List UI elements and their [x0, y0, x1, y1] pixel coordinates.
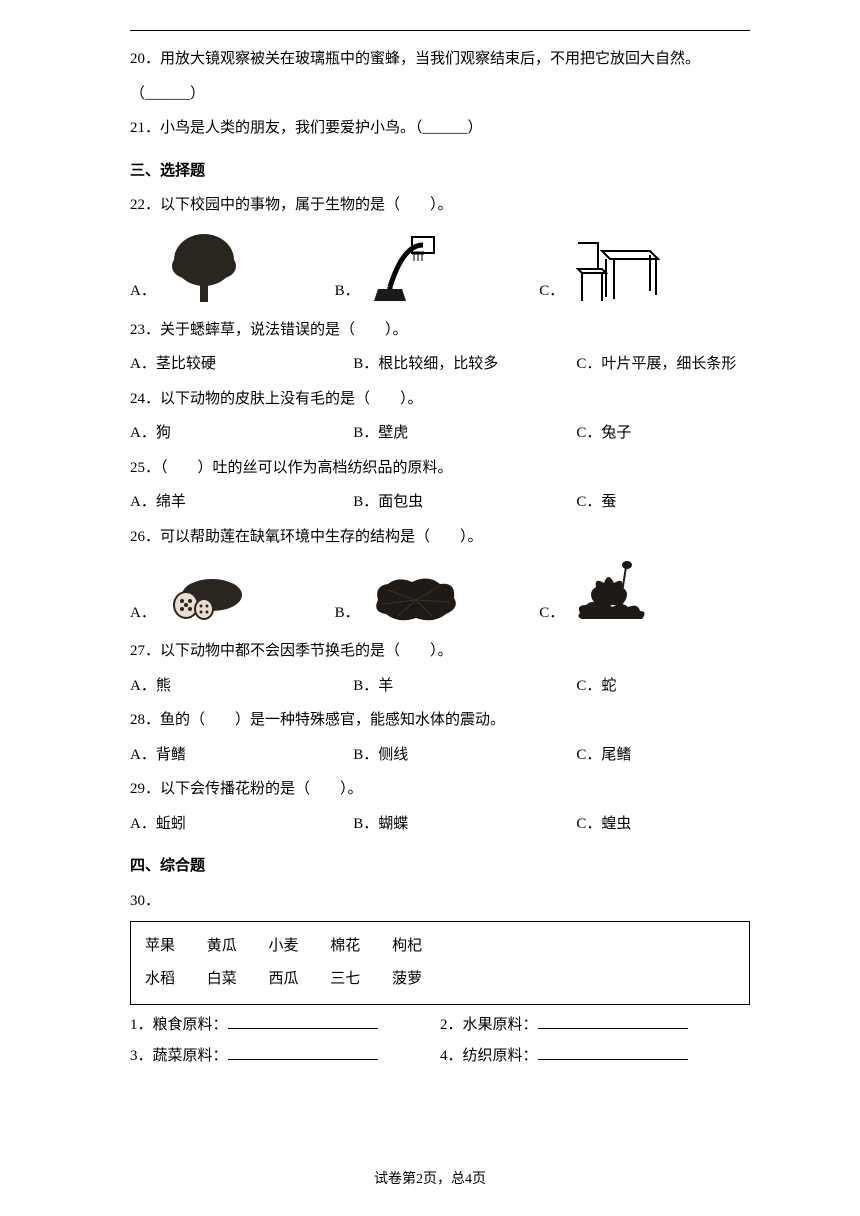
q29-b: B．蝴蝶	[353, 810, 576, 839]
items-row-1: 苹果 黄瓜 小麦 棉花 枸杞	[145, 930, 735, 963]
question-25: 25．（ ）吐的丝可以作为高档纺织品的原料。	[130, 454, 750, 483]
q29-a: A．蚯蚓	[130, 810, 353, 839]
q27-c: C．蛇	[576, 672, 750, 701]
fill-row-1: 1．粮食原料： 2．水果原料：	[130, 1011, 750, 1040]
q24-options: A．狗 B．壁虎 C．兔子	[130, 419, 750, 448]
q29-options: A．蚯蚓 B．蝴蝶 C．蝗虫	[130, 810, 750, 839]
basketball-hoop-icon	[368, 231, 448, 306]
q23-c: C．叶片平展，细长条形	[576, 350, 750, 379]
q27-a: A．熊	[130, 672, 353, 701]
q24-c: C．兔子	[576, 419, 750, 448]
q23-a: A．茎比较硬	[130, 350, 353, 379]
lotus-leaf-icon	[368, 572, 463, 627]
q26-c-label: C．	[539, 599, 564, 628]
item: 三七	[330, 963, 360, 996]
q26-option-c: C．	[539, 557, 744, 627]
q22-option-a: A．	[130, 226, 335, 306]
q28-a: A．背鳍	[130, 741, 353, 770]
q22-option-c: C．	[539, 231, 744, 306]
q25-options: A．绵羊 B．面包虫 C．蚕	[130, 488, 750, 517]
lotus-root-icon	[164, 567, 249, 627]
page-footer: 试卷第2页，总4页	[0, 1167, 860, 1194]
question-29: 29．以下会传播花粉的是（ ）。	[130, 775, 750, 804]
items-box: 苹果 黄瓜 小麦 棉花 枸杞 水稻 白菜 西瓜 三七 菠萝	[130, 921, 750, 1005]
q26-b-label: B．	[335, 599, 360, 628]
item: 小麦	[269, 930, 299, 963]
q28-b: B．侧线	[353, 741, 576, 770]
fill-1-label: 1．粮食原料：	[130, 1017, 228, 1033]
fill-2-label: 2．水果原料：	[440, 1017, 538, 1033]
q27-b: B．羊	[353, 672, 576, 701]
q26-a-label: A．	[130, 599, 156, 628]
question-24: 24．以下动物的皮肤上没有毛的是（ ）。	[130, 385, 750, 414]
q22-options: A． B． C．	[130, 226, 750, 306]
fill-3-label: 3．蔬菜原料：	[130, 1048, 228, 1064]
section-4-title: 四、综合题	[130, 852, 750, 881]
question-26: 26．可以帮助莲在缺氧环境中生存的结构是（ ）。	[130, 523, 750, 552]
q28-c: C．尾鳍	[576, 741, 750, 770]
q26-option-b: B．	[335, 572, 540, 627]
fill-4-label: 4．纺织原料：	[440, 1048, 538, 1064]
tree-icon	[164, 226, 244, 306]
lotus-flower-icon	[572, 557, 652, 627]
question-23: 23．关于蟋蟀草，说法错误的是（ ）。	[130, 316, 750, 345]
q25-c: C．蚕	[576, 488, 750, 517]
q23-options: A．茎比较硬 B．根比较细，比较多 C．叶片平展，细长条形	[130, 350, 750, 379]
q29-c: C．蝗虫	[576, 810, 750, 839]
q20-blank: （______）	[130, 80, 750, 109]
header-rule	[130, 30, 750, 31]
question-30: 30．	[130, 887, 750, 916]
q24-a: A．狗	[130, 419, 353, 448]
fill-3: 3．蔬菜原料：	[130, 1042, 440, 1071]
q20-text: 20．用放大镜观察被关在玻璃瓶中的蜜蜂，当我们观察结束后，不用把它放回大自然。	[130, 51, 700, 67]
item: 白菜	[207, 963, 237, 996]
section-3-title: 三、选择题	[130, 157, 750, 186]
q26-options: A． B． C．	[130, 557, 750, 627]
fill-4: 4．纺织原料：	[440, 1042, 750, 1071]
fill-row-2: 3．蔬菜原料： 4．纺织原料：	[130, 1042, 750, 1071]
q25-a: A．绵羊	[130, 488, 353, 517]
q22-a-label: A．	[130, 277, 156, 306]
q24-b: B．壁虎	[353, 419, 576, 448]
fill-1: 1．粮食原料：	[130, 1011, 440, 1040]
question-20: 20．用放大镜观察被关在玻璃瓶中的蜜蜂，当我们观察结束后，不用把它放回大自然。	[130, 45, 750, 74]
question-21: 21．小鸟是人类的朋友，我们要爱护小鸟。（______）	[130, 114, 750, 143]
item: 黄瓜	[207, 930, 237, 963]
blank-line	[538, 1014, 688, 1029]
question-28: 28．鱼的（ ）是一种特殊感官，能感知水体的震动。	[130, 706, 750, 735]
q23-b: B．根比较细，比较多	[353, 350, 576, 379]
q22-option-b: B．	[335, 231, 540, 306]
item: 棉花	[330, 930, 360, 963]
blank-line	[538, 1045, 688, 1060]
items-row-2: 水稻 白菜 西瓜 三七 菠萝	[145, 963, 735, 996]
fill-2: 2．水果原料：	[440, 1011, 750, 1040]
question-22: 22．以下校园中的事物，属于生物的是（ ）。	[130, 191, 750, 220]
q22-b-label: B．	[335, 277, 360, 306]
question-27: 27．以下动物中都不会因季节换毛的是（ ）。	[130, 637, 750, 666]
q26-option-a: A．	[130, 567, 335, 627]
q25-b: B．面包虫	[353, 488, 576, 517]
item: 水稻	[145, 963, 175, 996]
item: 西瓜	[269, 963, 299, 996]
blank-line	[228, 1014, 378, 1029]
item: 枸杞	[392, 930, 422, 963]
q28-options: A．背鳍 B．侧线 C．尾鳍	[130, 741, 750, 770]
item: 苹果	[145, 930, 175, 963]
item: 菠萝	[392, 963, 422, 996]
blank-line	[228, 1045, 378, 1060]
q27-options: A．熊 B．羊 C．蛇	[130, 672, 750, 701]
desk-chair-icon	[572, 231, 662, 306]
q22-c-label: C．	[539, 277, 564, 306]
